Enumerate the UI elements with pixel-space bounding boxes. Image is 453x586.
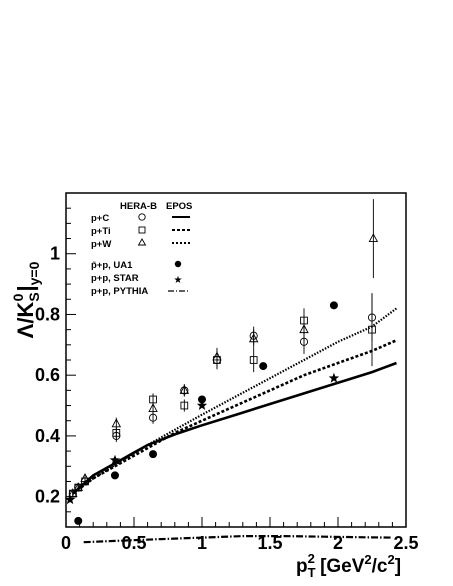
curve-p-ti-epos (72, 307, 398, 495)
curve-p-w-epos (72, 339, 398, 495)
legend-marker-circle (138, 213, 146, 221)
point-star (328, 372, 340, 383)
legend-label-pw: p+W (91, 239, 111, 250)
x-title-sup: 2 (308, 551, 315, 566)
legend-header-epos: EPOS (166, 201, 192, 212)
x-title-unit-prefix: [GeV (315, 556, 365, 577)
legend-label-pti: p+Ti (91, 226, 111, 237)
x-tick-label: 0.5 (121, 533, 146, 553)
y-title-cond: y=0 (26, 261, 42, 285)
point-triangle (368, 233, 379, 242)
point-filled-circle (198, 395, 206, 404)
model-curves (71, 307, 398, 544)
point-filled-circle (149, 450, 158, 459)
point-triangle (68, 488, 78, 498)
point-triangle (299, 324, 309, 334)
legend-label-star: p+p, STAR (91, 273, 139, 284)
point-triangle (248, 333, 259, 343)
point-triangle (73, 482, 83, 491)
point-triangle (148, 403, 158, 413)
legend-header-herab: HERA-B (120, 201, 157, 212)
y-tick-label: 0.6 (35, 365, 60, 385)
x-title-sub: T (308, 565, 316, 580)
x-title-unit-sup2: 2 (388, 552, 395, 567)
point-square (180, 401, 189, 410)
curve-p-p-pythia (83, 535, 393, 544)
x-title-base: p (296, 556, 308, 577)
legend-marker-triangle (137, 238, 147, 246)
x-axis: 0 0.5 1 1.5 2 2.5 (61, 517, 419, 553)
point-triangle (111, 418, 122, 428)
y-tick-label: 0.2 (35, 487, 60, 507)
legend-label-ua1: p̄+p, UA1 (91, 260, 133, 271)
y-tick-label: 0.4 (35, 426, 60, 446)
point-triangle (179, 384, 190, 394)
point-star (64, 494, 76, 505)
x-tick-label: 1 (197, 533, 207, 553)
x-title-unit-sup1: 2 (364, 552, 371, 567)
x-tick-label: 2 (333, 533, 343, 553)
svg-text:Λ/KS0|y=0: Λ/KS0 |y=0 (10, 261, 42, 338)
point-filled-circle (110, 471, 119, 480)
point-triangle (212, 351, 222, 361)
point-triangle (80, 472, 90, 482)
x-axis-title: pT2 [GeV2/c2] (296, 551, 401, 580)
y-title-sub: S (26, 292, 42, 301)
legend-label-pythia: p+p, PYTHIA (91, 286, 148, 297)
point-filled-circle (329, 301, 338, 310)
y-title-main: Λ/K (13, 302, 38, 339)
x-tick-label: 0 (61, 533, 71, 553)
point-filled-circle (259, 362, 268, 371)
data-points (64, 199, 379, 525)
legend-marker-star: ★ (174, 275, 183, 286)
legend: HERA-B EPOS p+C p+Ti p+W p̄+p, UA1 p+p, … (91, 201, 192, 297)
point-square (249, 356, 258, 364)
legend-marker-filled-circle (174, 260, 182, 268)
point-star (196, 400, 208, 410)
legend-label-pc: p+C (91, 213, 109, 224)
y-axis-title: Λ/KS0 |y=0 (10, 261, 42, 338)
point-square (368, 325, 376, 334)
y-title-bar: | (13, 285, 38, 291)
curve-p-c-epos (71, 361, 397, 495)
x-tick-label: 1.5 (257, 533, 282, 553)
y-tick-label: 0.8 (35, 304, 60, 324)
y-tick-label: 1 (50, 244, 60, 264)
point-filled-circle (74, 516, 83, 525)
x-title-unit-suffix: ] (395, 556, 401, 577)
y-title-sup: 0 (10, 293, 26, 301)
legend-marker-square (138, 226, 146, 234)
point-star (109, 454, 121, 465)
x-title-unit-mid: /c (372, 556, 388, 577)
y-axis: 0.2 0.4 0.6 0.8 1 (35, 207, 76, 528)
x-tick-label: 2.5 (393, 533, 418, 553)
